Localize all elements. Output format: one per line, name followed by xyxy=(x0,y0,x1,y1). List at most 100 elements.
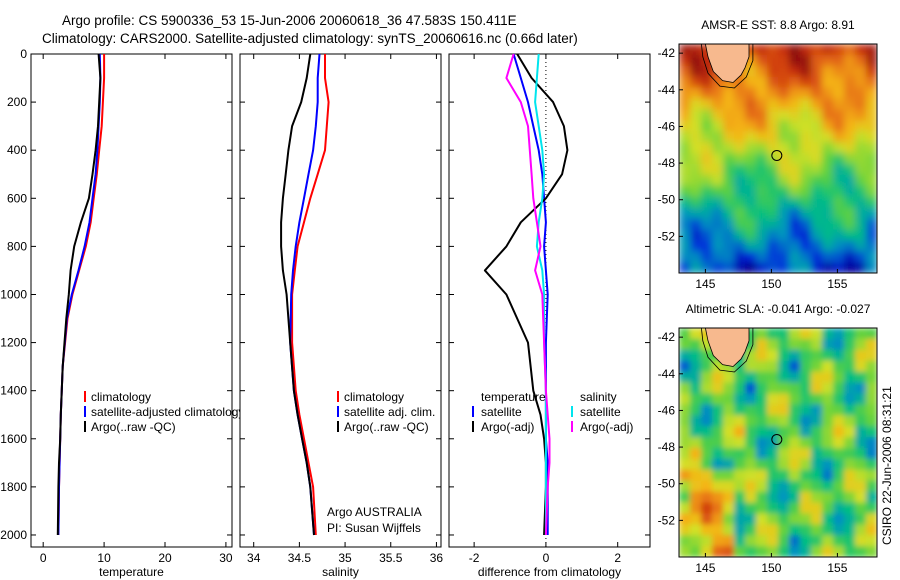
map-cell xyxy=(767,415,779,427)
map-cell xyxy=(767,87,779,100)
x-tick-label: 20 xyxy=(158,551,172,565)
legend-label: Argo(..raw -QC) xyxy=(344,420,429,434)
legend-label: satellite xyxy=(481,405,522,419)
map-cell xyxy=(833,360,845,373)
map-cell xyxy=(833,458,845,471)
map-cell xyxy=(855,469,867,482)
map-cell xyxy=(679,196,691,209)
map-cell xyxy=(701,360,713,373)
map-cell xyxy=(712,185,724,198)
map-cell xyxy=(778,229,790,241)
map-cell xyxy=(734,76,746,89)
map-cell xyxy=(756,469,768,482)
map-cell xyxy=(855,120,867,132)
map-cell xyxy=(789,98,801,111)
map-cell xyxy=(701,185,713,198)
map-cell xyxy=(723,229,735,241)
map-cell xyxy=(745,502,757,514)
map-cell xyxy=(723,437,735,449)
map-cell xyxy=(756,65,768,78)
map-cell xyxy=(745,338,757,351)
map-cell xyxy=(679,76,691,89)
y-tick-label: 200 xyxy=(7,95,27,109)
map-cell xyxy=(690,491,702,504)
map-cell xyxy=(778,437,790,449)
map-cell xyxy=(811,98,823,111)
map-cell xyxy=(679,338,691,351)
map-cell xyxy=(756,349,768,362)
map-cell xyxy=(866,415,877,427)
map-cell xyxy=(822,196,834,209)
x-axis-label: salinity xyxy=(322,565,359,579)
map-cell xyxy=(811,240,823,252)
map-cell xyxy=(811,513,823,525)
map-cell xyxy=(679,44,691,56)
map-cell xyxy=(778,262,790,273)
map-cell xyxy=(712,426,724,438)
map-cell xyxy=(844,153,856,165)
map-cell xyxy=(745,174,757,187)
map-cell xyxy=(679,546,691,557)
map-cell xyxy=(833,44,845,56)
map-cell xyxy=(756,185,768,198)
map-cell xyxy=(756,131,768,143)
map-cell xyxy=(855,174,867,187)
map-cell xyxy=(690,469,702,482)
map-cell xyxy=(800,437,812,449)
map-cell xyxy=(811,437,823,449)
map-cell xyxy=(712,207,724,220)
map-cell xyxy=(745,513,757,525)
plot-frame xyxy=(30,53,233,548)
map-cell xyxy=(833,120,845,132)
map-cell xyxy=(800,480,812,493)
map-cell xyxy=(745,44,757,56)
map-cell xyxy=(866,382,877,395)
x-tick-label: 0 xyxy=(40,551,47,565)
map-cell xyxy=(778,44,790,56)
map-cell xyxy=(844,131,856,143)
map-cell xyxy=(767,458,779,471)
map-cell xyxy=(778,163,790,176)
map-cell xyxy=(679,153,691,165)
map-cell xyxy=(866,163,877,176)
map-cell xyxy=(745,437,757,449)
map-cell xyxy=(679,185,691,198)
map-cell xyxy=(844,44,856,56)
map-cell xyxy=(866,251,877,263)
map-cell xyxy=(789,142,801,154)
map-cell xyxy=(734,240,746,252)
map-cell xyxy=(800,240,812,252)
map-cell xyxy=(756,109,768,121)
map-cell xyxy=(833,240,845,252)
map-cell xyxy=(679,502,691,514)
map-cell xyxy=(701,207,713,220)
map-cell xyxy=(701,415,713,427)
map-cell xyxy=(712,98,724,111)
map-cell xyxy=(855,87,867,100)
map-cell xyxy=(844,393,856,405)
map-cell xyxy=(756,546,768,557)
map-cell xyxy=(756,415,768,427)
map-cell xyxy=(690,65,702,78)
map-cell xyxy=(866,153,877,165)
map-cell xyxy=(723,371,735,384)
map-cell xyxy=(756,163,768,176)
map-cell xyxy=(745,54,757,67)
argo-institution: Argo AUSTRALIA xyxy=(327,505,422,519)
map-cell xyxy=(756,76,768,89)
map-cell xyxy=(789,240,801,252)
map-cell xyxy=(833,393,845,405)
map-cell xyxy=(822,142,834,154)
y-tick-label: -44 xyxy=(658,83,676,97)
map-cell xyxy=(811,502,823,514)
map-cell xyxy=(745,240,757,252)
map-cell xyxy=(701,480,713,493)
map-cell xyxy=(778,546,790,557)
map-cell xyxy=(855,360,867,373)
map-cell xyxy=(745,131,757,143)
map-cell xyxy=(866,338,877,351)
map-cell xyxy=(767,131,779,143)
map-cell xyxy=(833,469,845,482)
map-cell xyxy=(789,437,801,449)
map-cell xyxy=(822,426,834,438)
